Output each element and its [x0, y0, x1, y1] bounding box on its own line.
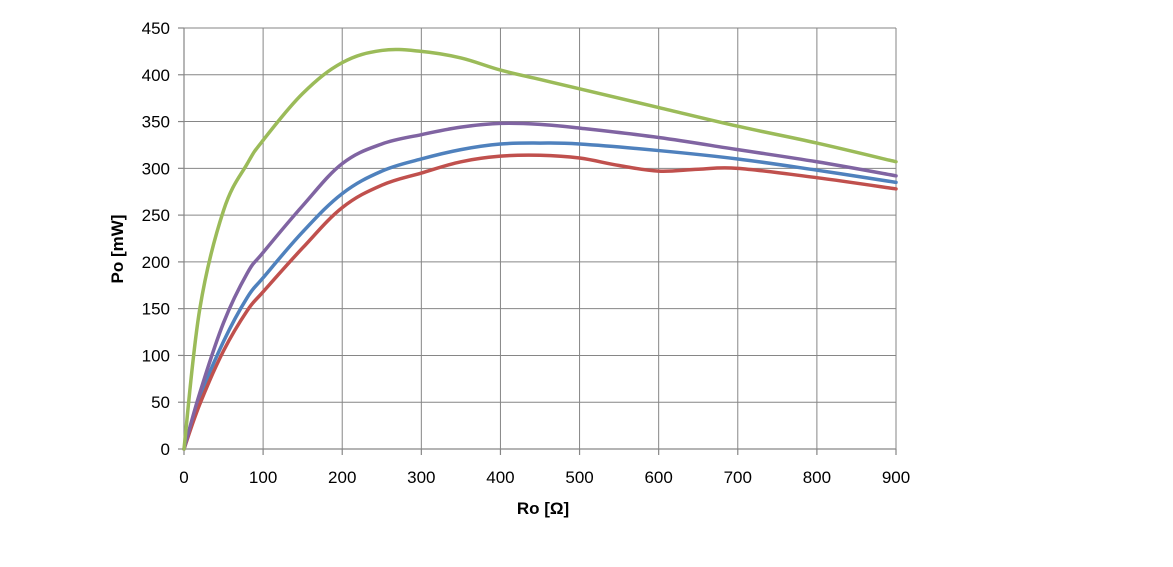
x-tick-label: 700 — [724, 468, 752, 487]
y-tick-label: 200 — [142, 253, 170, 272]
y-axis-title: Po [mW] — [108, 215, 127, 284]
y-tick-label: 400 — [142, 66, 170, 85]
x-tick-label: 300 — [407, 468, 435, 487]
y-tick-label: 300 — [142, 159, 170, 178]
series-lines — [182, 47, 898, 451]
x-tick-label: 0 — [179, 468, 188, 487]
series-line-3 — [182, 121, 898, 451]
y-tick-label: 150 — [142, 300, 170, 319]
tick-labels: 0 50 100 150 200 250 300 350 400 450 0 100 200 300 400… — [142, 19, 911, 487]
y-tick-label: 350 — [142, 113, 170, 132]
y-tick-label: 450 — [142, 19, 170, 38]
x-tick-label: 500 — [565, 468, 593, 487]
x-tick-label: 800 — [803, 468, 831, 487]
x-axis-title: Ro [Ω] — [517, 499, 569, 518]
series-line-2 — [182, 153, 898, 451]
gridlines — [184, 27, 897, 449]
x-tick-label: 600 — [644, 468, 672, 487]
series-line-1 — [182, 141, 898, 451]
x-tick-label: 400 — [486, 468, 514, 487]
series-line-4 — [182, 47, 898, 451]
x-tick-label: 900 — [882, 468, 910, 487]
y-tick-label: 50 — [151, 393, 170, 412]
y-tick-label: 250 — [142, 206, 170, 225]
x-tick-label: 200 — [328, 468, 356, 487]
axes — [178, 27, 897, 455]
x-tick-label: 100 — [249, 468, 277, 487]
y-tick-label: 0 — [161, 440, 170, 459]
y-tick-label: 100 — [142, 346, 170, 365]
